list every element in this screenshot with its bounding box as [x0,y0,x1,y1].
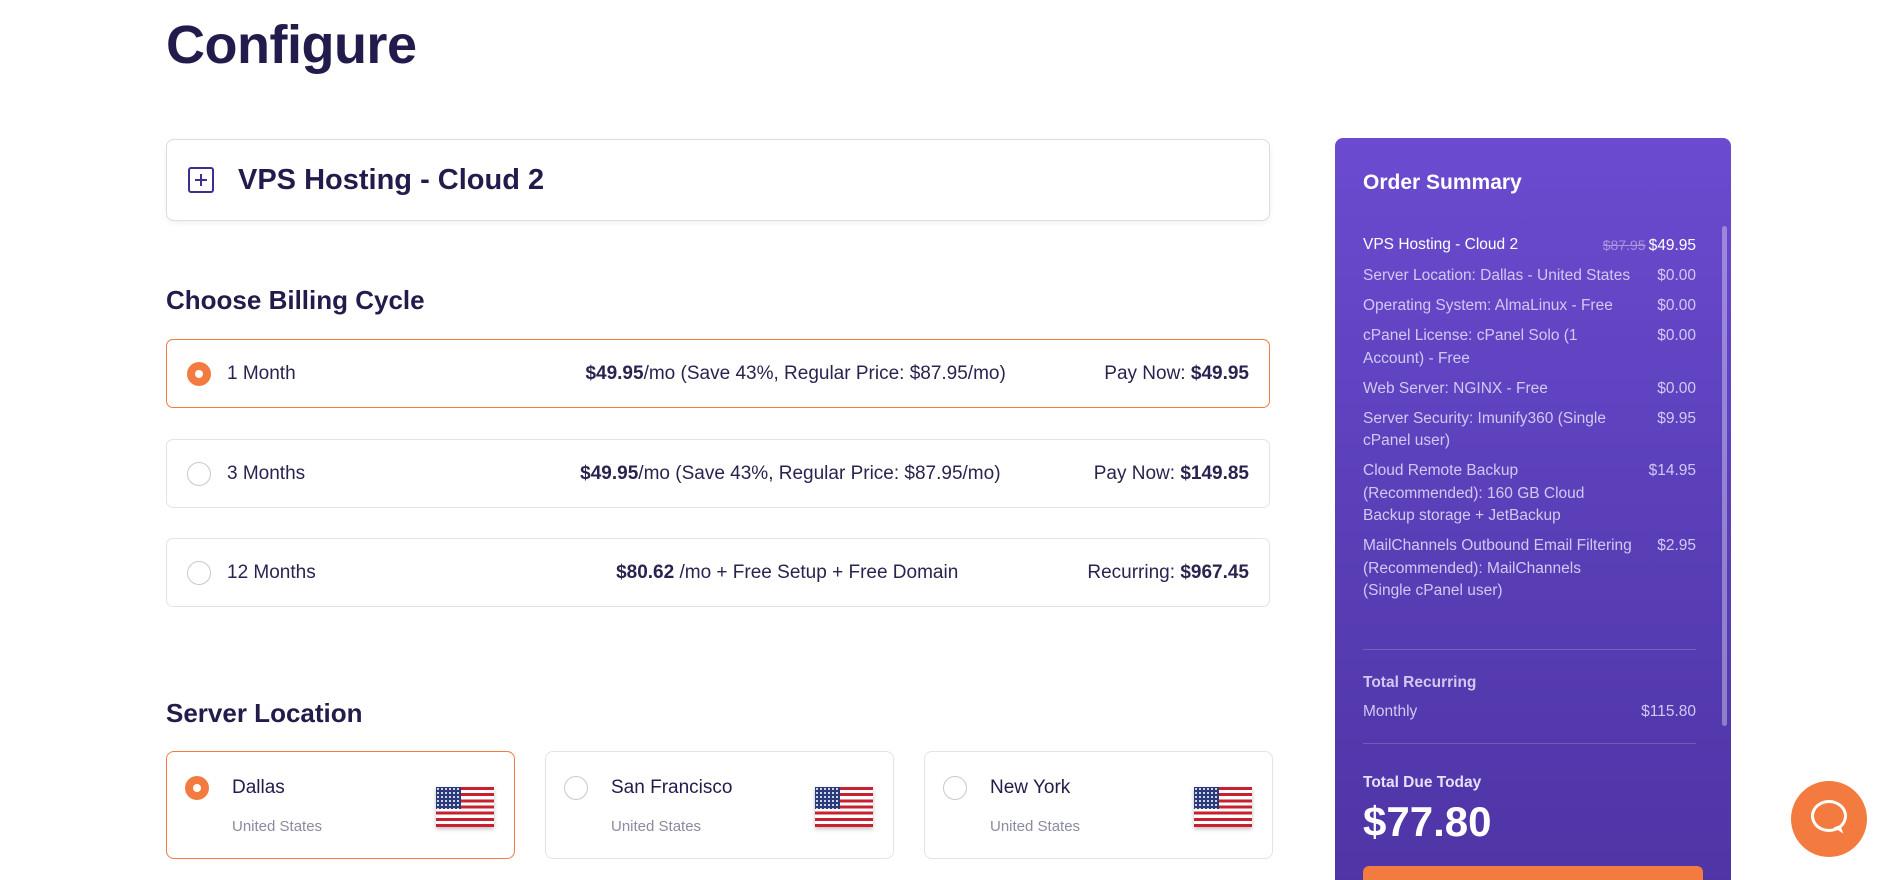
chat-icon [1811,800,1847,832]
monthly-value: $115.80 [1641,703,1696,720]
us-flag-icon [815,787,873,827]
summary-line-label: cPanel License: cPanel Solo (1 Account) … [1363,327,1578,367]
summary-scrollbar[interactable] [1722,226,1727,726]
billing-option-terms: /mo + Free Setup + Free Domain [679,561,959,583]
billing-option-1-month[interactable]: 1 Month $49.95/mo (Save 43%, Regular Pri… [166,339,1270,408]
radio-button[interactable] [564,776,588,800]
summary-line-item: cPanel License: cPanel Solo (1 Account) … [1363,325,1696,370]
summary-line-value: $0.00 [1657,379,1696,397]
summary-line-label: MailChannels Outbound Email Filtering (R… [1363,537,1632,599]
summary-line-label: Cloud Remote Backup (Recommended): 160 G… [1363,462,1585,524]
location-country: United States [232,818,323,835]
billing-option-price: $49.95 [585,362,644,384]
summary-line-value: $0.00 [1657,297,1696,314]
billing-option-description: $49.95/mo (Save 43%, Regular Price: $87.… [487,463,1094,485]
location-name: Dallas [232,777,285,798]
location-card-dallas[interactable]: Dallas United States [166,751,515,859]
summary-line-item: Cloud Remote Backup (Recommended): 160 G… [1363,460,1696,528]
location-name: San Francisco [611,777,733,798]
billing-pay-value: $149.85 [1180,462,1249,484]
flag-canton [1194,787,1219,809]
billing-option-3-months[interactable]: 3 Months $49.95/mo (Save 43%, Regular Pr… [166,439,1270,508]
summary-line-label: Server Location: Dallas - United States [1363,267,1631,284]
summary-line-value: $0.00 [1657,267,1696,284]
order-summary-title: Order Summary [1363,171,1522,194]
page-title: Configure [166,15,417,75]
summary-line-value: $2.95 [1657,537,1696,554]
product-card[interactable]: VPS Hosting - Cloud 2 [166,139,1270,221]
summary-product-price-group: $87.95 $49.95 [1603,234,1696,258]
location-country: United States [611,818,702,835]
location-country: United States [990,818,1081,835]
billing-option-label: 12 Months [227,561,316,583]
billing-pay-label: Pay Now: [1104,362,1186,384]
summary-line-item: Operating System: AlmaLinux - Free $0.00 [1363,295,1696,318]
billing-pay-label: Recurring: [1087,561,1176,583]
billing-option-terms: /mo (Save 43%, Regular Price: $87.95/mo) [643,362,1006,384]
total-due-today-amount: $77.80 [1363,798,1492,845]
server-location-title: Server Location [166,698,363,728]
summary-line-item: Server Security: Imunify360 (Single cPan… [1363,408,1696,453]
radio-button[interactable] [187,461,211,486]
summary-product-label: VPS Hosting - Cloud 2 [1363,236,1519,253]
chat-button[interactable] [1791,781,1867,857]
summary-line-items: VPS Hosting - Cloud 2 $87.95 $49.95 Serve… [1363,234,1696,610]
us-flag-icon [1194,787,1252,827]
product-name: VPS Hosting - Cloud 2 [238,163,545,196]
summary-line-label: Web Server: NGINX - Free [1363,379,1548,397]
billing-pay-label: Pay Now: [1093,462,1176,484]
plus-square-icon[interactable] [188,167,214,193]
billing-option-pay: Recurring: $967.45 [1087,562,1249,584]
summary-product-price: $49.95 [1648,237,1696,254]
billing-cycle-title: Choose Billing Cycle [166,285,425,315]
summary-divider [1363,743,1696,744]
billing-option-description: $49.95/mo (Save 43%, Regular Price: $87.… [487,363,1104,385]
summary-line-item: MailChannels Outbound Email Filtering (R… [1363,535,1696,603]
summary-old-price: $87.95 [1602,237,1646,253]
radio-button[interactable] [187,560,211,585]
billing-option-pay: Pay Now: $149.85 [1094,463,1249,485]
summary-line-item: Web Server: NGINX - Free $0.00 [1363,378,1696,401]
billing-option-pay: Pay Now: $49.95 [1104,363,1249,385]
order-summary-panel: Order Summary VPS Hosting - Cloud 2 $87.… [1335,138,1731,880]
summary-line-value: $14.95 [1648,462,1696,479]
total-due-today-label: Total Due Today [1363,774,1482,791]
location-name: New York [990,777,1071,798]
billing-option-description: $80.62 /mo + Free Setup + Free Domain [487,562,1087,584]
summary-product-line: VPS Hosting - Cloud 2 $87.95 $49.95 [1363,234,1696,258]
billing-pay-value: $967.45 [1180,561,1249,583]
location-card-new-york[interactable]: New York United States [924,751,1273,859]
summary-line-value: $0.00 [1657,327,1696,344]
total-recurring-label: Total Recurring [1363,674,1477,691]
radio-button[interactable] [943,776,967,800]
billing-option-label: 3 Months [227,462,306,484]
flag-canton [436,787,461,809]
summary-divider [1363,649,1696,650]
us-flag-icon [436,787,494,827]
monthly-row: Monthly $115.80 [1363,703,1696,721]
checkout-button[interactable] [1363,866,1703,880]
flag-canton [815,787,840,809]
summary-line-value: $9.95 [1657,409,1696,427]
summary-line-item: Server Location: Dallas - United States $… [1363,265,1696,288]
monthly-label: Monthly [1363,703,1418,720]
summary-line-label: Operating System: AlmaLinux - Free [1363,297,1613,314]
radio-button[interactable] [187,361,211,386]
billing-pay-value: $49.95 [1190,362,1249,384]
billing-option-12-months[interactable]: 12 Months $80.62 /mo + Free Setup + Free… [166,538,1270,607]
radio-button[interactable] [185,776,209,800]
location-card-san-francisco[interactable]: San Francisco United States [545,751,894,859]
billing-option-price: $80.62 [616,561,675,583]
billing-option-label: 1 Month [227,362,296,384]
billing-option-terms: /mo (Save 43%, Regular Price: $87.95/mo) [638,462,1001,484]
billing-option-price: $49.95 [580,462,639,484]
summary-line-label: Server Security: Imunify360 (Single cPan… [1363,409,1606,450]
